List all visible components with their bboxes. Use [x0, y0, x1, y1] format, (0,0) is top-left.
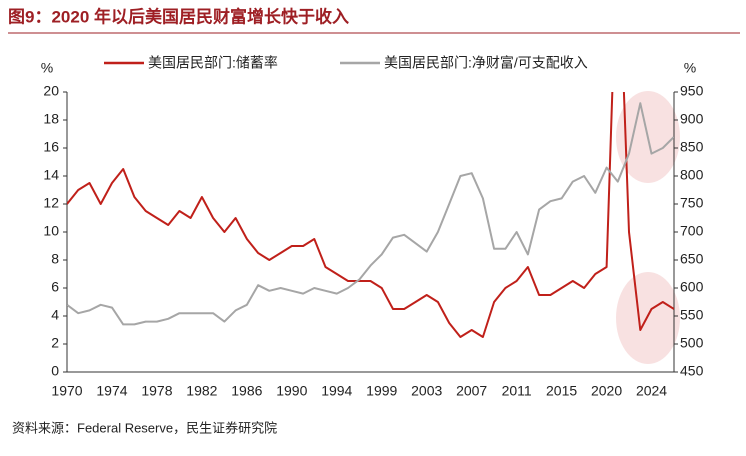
y2-tick-label: 450 — [680, 363, 704, 379]
y-tick-label: 14 — [43, 167, 59, 183]
x-tick-label: 1970 — [51, 383, 82, 399]
x-tick-label: 2011 — [502, 383, 532, 399]
x-tick-label: 1978 — [141, 383, 172, 399]
y2-unit: % — [684, 60, 696, 76]
y-tick-label: 12 — [43, 195, 59, 211]
highlight — [616, 272, 680, 364]
x-tick-label: 2003 — [411, 383, 442, 399]
x-tick-label: 1982 — [186, 383, 217, 399]
x-tick-label: 1986 — [231, 383, 262, 399]
y-tick-label: 6 — [51, 279, 59, 295]
chart-title: 图9：2020 年以后美国居民财富增长快于收入 — [8, 6, 349, 26]
y2-tick-label: 750 — [680, 195, 704, 211]
y-tick-label: 18 — [43, 111, 59, 127]
y-unit: % — [41, 60, 53, 76]
legend-label: 美国居民部门:储蓄率 — [148, 55, 278, 71]
series-line — [67, 102, 674, 326]
y2-tick-label: 950 — [680, 83, 704, 99]
y2-tick-label: 850 — [680, 139, 704, 155]
y2-tick-label: 800 — [680, 167, 704, 183]
x-tick-label: 2015 — [546, 383, 577, 399]
y-tick-label: 10 — [43, 223, 59, 239]
x-tick-label: 1999 — [366, 383, 397, 399]
x-tick-label: 1994 — [321, 383, 352, 399]
x-tick-label: 2007 — [456, 383, 487, 399]
x-tick-label: 2024 — [636, 383, 667, 399]
y-tick-label: 0 — [51, 363, 59, 379]
y-tick-label: 20 — [43, 83, 59, 99]
y2-tick-label: 600 — [680, 279, 704, 295]
x-tick-label: 2020 — [591, 383, 622, 399]
y-tick-label: 8 — [51, 251, 59, 267]
x-tick-label: 1990 — [276, 383, 307, 399]
y2-tick-label: 500 — [680, 335, 704, 351]
y2-tick-label: 700 — [680, 223, 704, 239]
series-line — [67, 92, 674, 338]
y2-tick-label: 900 — [680, 111, 704, 127]
y2-tick-label: 650 — [680, 251, 704, 267]
y-tick-label: 4 — [51, 307, 59, 323]
y-tick-label: 2 — [51, 335, 59, 351]
y-tick-label: 16 — [43, 139, 59, 155]
y2-tick-label: 550 — [680, 307, 704, 323]
source: 资料来源：Federal Reserve，民生证券研究院 — [12, 420, 277, 435]
legend-label: 美国居民部门:净财富/可支配收入 — [384, 55, 588, 71]
x-tick-label: 1974 — [96, 383, 127, 399]
